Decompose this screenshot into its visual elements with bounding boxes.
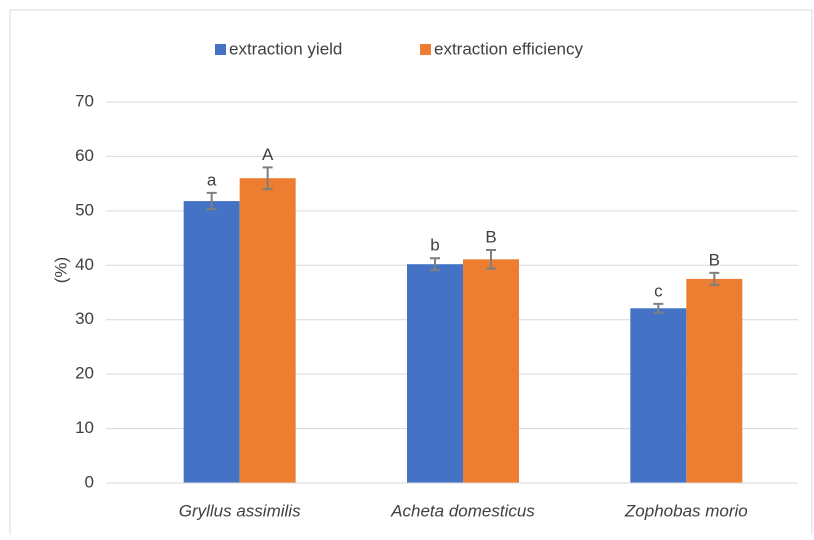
chart-border <box>9 9 813 540</box>
x-tick-label: Gryllus assimilis <box>179 501 301 520</box>
error-bar <box>430 257 440 272</box>
y-tick-label: 60 <box>75 146 94 165</box>
error-bar <box>709 271 720 286</box>
annotation: a <box>207 170 217 189</box>
legend-swatch <box>215 44 226 55</box>
error-bar <box>486 249 496 270</box>
y-tick-label: 30 <box>75 309 94 328</box>
legend-label: extraction yield <box>229 39 342 58</box>
bar <box>239 178 296 483</box>
y-tick-label: 10 <box>75 418 94 437</box>
y-axis-label: (%) <box>51 257 70 283</box>
y-tick-label: 40 <box>75 255 94 274</box>
y-tick-label: 70 <box>75 91 94 110</box>
bar <box>630 308 687 483</box>
error-bar <box>653 302 664 314</box>
error-bar <box>206 191 217 211</box>
x-tick-label: Acheta domesticus <box>390 501 535 520</box>
legend-label: extraction efficiency <box>434 39 583 58</box>
bar <box>183 201 240 483</box>
bar <box>463 259 519 483</box>
annotation: b <box>430 236 439 255</box>
annotation: B <box>485 228 496 247</box>
legend-swatch <box>420 44 431 55</box>
x-tick-label: Zophobas morio <box>624 501 748 520</box>
bar <box>686 278 743 483</box>
annotation: c <box>654 281 663 300</box>
error-bar <box>262 166 273 191</box>
y-tick-label: 0 <box>85 472 94 491</box>
annotation: A <box>262 145 274 164</box>
annotation: B <box>709 250 720 269</box>
y-tick-label: 50 <box>75 200 94 219</box>
bar <box>407 264 463 483</box>
y-tick-label: 20 <box>75 364 94 383</box>
